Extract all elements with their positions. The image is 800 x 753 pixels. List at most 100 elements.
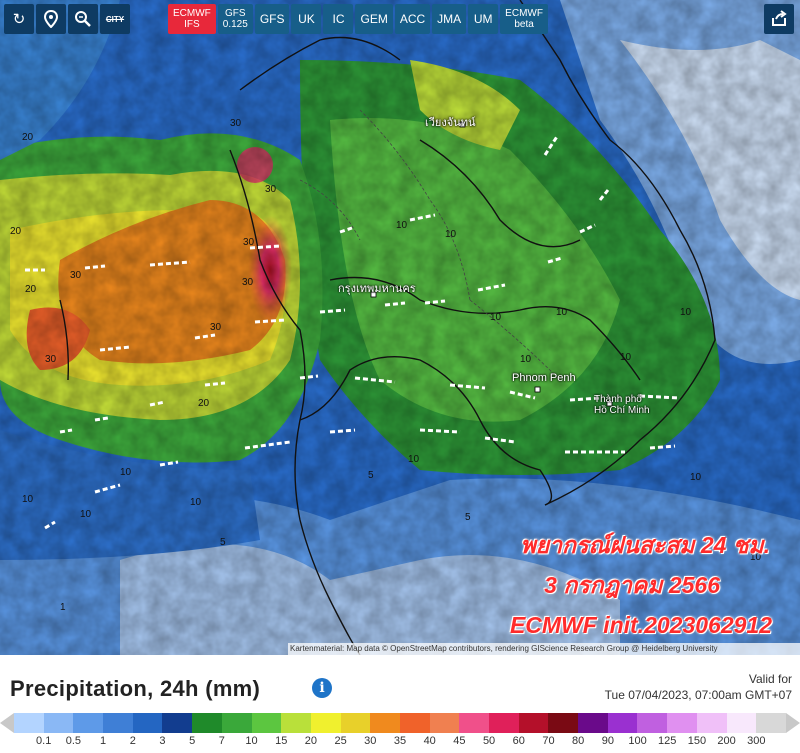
info-icon[interactable]: i [312,678,332,698]
svg-text:10: 10 [445,229,457,240]
refresh-button[interactable]: ↻ [4,4,34,34]
scale-swatch [399,713,430,733]
scale-swatch [637,713,668,733]
model-tab-label: JMA [437,11,462,26]
svg-text:5: 5 [465,512,471,523]
model-tab-label: ECMWF [173,8,211,19]
city-label-ho-chi-minh-2: Hồ Chí Minh [594,405,650,416]
model-tab-label: GEM [360,11,388,26]
refresh-icon: ↻ [12,11,26,28]
scale-swatch [726,713,757,733]
scale-tick-label: 1 [100,735,107,747]
model-tab-label: IC [332,11,345,26]
model-tab-uk[interactable]: UK [291,4,322,34]
svg-text:5: 5 [368,470,374,481]
scale-swatch [667,713,697,733]
scale-tick-label: 30 [364,735,377,747]
scale-swatch [43,713,74,733]
precipitation-map[interactable]: 20 20 20 30 30 30 30 30 30 10 10 10 20 30 10 10 10 1… [0,0,800,655]
svg-text:10: 10 [408,454,420,465]
svg-text:20: 20 [198,398,210,409]
city-toggle-label: CITY [105,14,125,24]
model-tab-ecmwf-beta[interactable]: ECMWF beta [500,4,548,34]
scale-swatch [370,713,400,733]
scale-tick-label: 25 [334,735,347,747]
scale-swatch [489,713,519,733]
model-tab-sublabel: 0.125 [222,19,248,30]
model-tab-gfs[interactable]: GFS [254,4,290,34]
svg-text:30: 30 [210,322,222,333]
layer-title: Precipitation, 24h (mm) [10,676,261,701]
svg-text:10: 10 [750,552,762,563]
zoom-button[interactable] [68,4,98,34]
overlay-model-init: ECMWF init.2023062912 [509,612,772,638]
scale-swatch [251,713,282,733]
model-tab-label: ACC [399,11,426,26]
svg-text:30: 30 [242,277,254,288]
model-tab-jma[interactable]: JMA [432,4,467,34]
scale-swatch [221,713,252,733]
svg-text:10: 10 [556,307,568,318]
valid-for-time[interactable]: Tue 07/04/2023, 07:00am GMT+07 [604,688,792,702]
svg-text:10: 10 [80,509,92,520]
svg-text:20: 20 [22,132,34,143]
share-button[interactable] [764,4,794,34]
scale-swatch [607,713,638,733]
map-canvas: 20 20 20 30 30 30 30 30 30 10 10 10 20 30 10 10 10 1… [0,0,800,655]
svg-text:30: 30 [230,118,242,129]
svg-text:10: 10 [520,354,532,365]
scale-swatch [429,713,460,733]
scale-tick-label: 150 [687,735,707,747]
model-tab-ic[interactable]: IC [323,4,354,34]
svg-text:30: 30 [70,270,82,281]
map-attribution[interactable]: Kartenmaterial: Map data © OpenStreetMap… [288,643,800,655]
scale-tick-label: 45 [453,735,466,747]
wind-arrows [25,134,681,530]
scale-swatch [578,713,608,733]
model-tab-label: ECMWF [505,8,543,19]
city-toggle-button[interactable]: CITY [100,4,130,34]
city-label-ho-chi-minh-1: Thành phố [594,394,642,405]
scale-tick-label: 5 [189,735,196,747]
svg-text:10: 10 [690,472,702,483]
scale-tick-label: 15 [275,735,288,747]
model-tab-label: UK [298,11,315,26]
scale-swatch [518,713,549,733]
overlay-forecast-date: 3 กรกฎาคม 2566 [544,572,720,598]
svg-text:1: 1 [60,602,66,613]
model-tab-gfs-0125[interactable]: GFS 0.125 [217,4,253,34]
model-tab-label: GFS [259,11,285,26]
svg-text:30: 30 [265,184,277,195]
svg-text:30: 30 [243,237,255,248]
model-tab-acc[interactable]: ACC [394,4,431,34]
scale-swatch [756,713,786,733]
model-tab-sublabel: IFS [184,19,200,30]
svg-text:10: 10 [490,312,502,323]
scale-swatch [310,713,341,733]
overlay-forecast-title: พยากรณ์ฝนสะสม 24 ชม. [520,532,771,558]
scale-swatch [73,713,104,733]
svg-text:30: 30 [45,354,57,365]
map-toolbar: ↻ CITY [0,0,134,38]
scale-swatch [132,713,163,733]
model-tab-label: GFS [225,8,246,19]
color-scale: 0.1 0.5 1 2 3 5 7 10 15 20 25 30 35 40 45 50 60 70 80 90 100… [0,713,800,753]
model-tab-ecmwf-ifs[interactable]: ECMWF IFS [168,4,216,34]
scale-tick-label: 90 [601,735,614,747]
svg-text:10: 10 [190,497,202,508]
svg-text:10: 10 [620,352,632,363]
color-scale-bar [14,713,786,733]
location-pin-icon [43,10,59,28]
svg-text:20: 20 [10,226,22,237]
location-button[interactable] [36,4,66,34]
svg-text:5: 5 [220,537,226,548]
model-selector: ECMWF IFS GFS 0.125 GFS UK IC GEM ACC JMA … [168,4,548,34]
share-icon [772,10,787,26]
scale-swatch [281,713,311,733]
scale-tick-label: 7 [218,735,225,747]
scale-right-arrow-icon [786,713,800,733]
scale-tick-label: 50 [482,735,496,747]
model-tab-gem[interactable]: GEM [355,4,393,34]
scale-tick-label: 0.5 [65,735,82,747]
model-tab-um[interactable]: UM [468,4,499,34]
